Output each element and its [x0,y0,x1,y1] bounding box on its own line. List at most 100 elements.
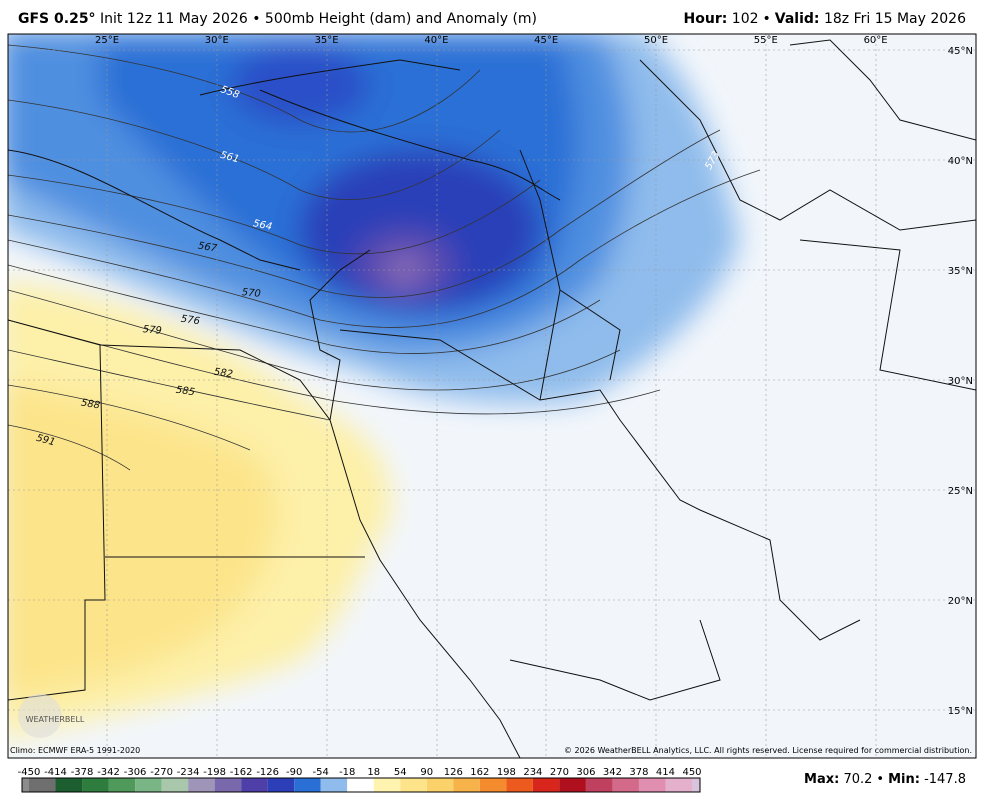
colorbar-swatch [532,778,560,792]
contour-label: 564 [252,218,273,233]
colorbar-swatch [214,778,242,792]
colorbar-label: 414 [656,767,675,778]
colorbar-swatch [400,778,427,792]
contour-label: 576 [180,314,200,328]
colorbar-label: 54 [394,767,407,778]
colorbar-swatch [188,778,215,792]
contour-label: 567 [197,240,218,254]
colorbar-swatch [373,778,401,792]
longitude-label: 35°E [315,35,339,46]
contour-label: 579 [142,324,162,337]
header-right: Hour: 102 • Valid: 18z Fri 15 May 2026 [684,11,966,27]
colorbar-swatch [479,778,507,792]
colorbar-swatch [29,778,56,792]
description: Init 12z 11 May 2026 • 500mb Height (dam… [100,11,538,27]
separator: • [876,772,885,787]
contour-label: 561 [219,150,240,166]
longitude-label: 30°E [205,35,229,46]
colorbar-swatch [638,778,666,792]
hour-label: Hour: [683,11,728,27]
colorbar-label: -162 [230,767,253,778]
valid-label: Valid: [774,11,820,27]
colorbar-swatch [665,778,692,792]
latitude-label: 40°N [948,156,973,167]
max-label: Max: [804,772,840,787]
colorbar-label: -126 [256,767,279,778]
logo: WEATHERBELL [26,715,85,724]
longitude-label: 45°E [534,35,558,46]
colorbar-label: 234 [523,767,542,778]
model: GFS 0.25° [18,11,96,27]
valid: 18z Fri 15 May 2026 [823,11,966,27]
map-panel [8,34,976,758]
colorbar-label: -234 [177,767,200,778]
longitude-label: 55°E [754,35,778,46]
colorbar-label: -306 [124,767,147,778]
longitude-label: 60°E [864,35,888,46]
latitude-label: 30°N [948,376,973,387]
colorbar-swatch [135,778,162,792]
colorbar-swatch [241,778,268,792]
longitude-label: 25°E [95,35,119,46]
header-left: GFS 0.25° Init 12z 11 May 2026 • 500mb H… [18,11,537,27]
contour-label: 570 [241,287,261,300]
colorbar-swatch [585,778,613,792]
min-label: Min: [888,772,920,787]
colorbar-swatch [82,778,109,792]
latitude-label: 25°N [948,486,973,497]
colorbar-swatch [55,778,83,792]
colorbar-swatch [267,778,295,792]
colorbar-swatch [612,778,639,792]
colorbar-label: -270 [150,767,173,778]
min: -147.8 [924,772,966,787]
colorbar-swatch [506,778,533,792]
colorbar-label: -198 [203,767,226,778]
colorbar-label: 90 [420,767,433,778]
colorbar-label: 270 [550,767,569,778]
colorbar-label: 126 [444,767,463,778]
colorbar-swatch [426,778,454,792]
climo-note: Climo: ECMWF ERA-5 1991-2020 [10,746,141,755]
colorbar-swatch [692,778,700,792]
contour-label: 582 [213,367,233,381]
colorbar-frame [21,777,701,793]
latitude-label: 45°N [948,46,973,57]
header: GFS 0.25° Init 12z 11 May 2026 • 500mb H… [0,0,984,34]
contour-label: 585 [175,385,195,399]
colorbar-swatch [320,778,348,792]
colorbar-label: -90 [286,767,302,778]
hour: 102 [731,11,759,27]
latitude-label: 35°N [948,266,973,277]
colorbar-label: 378 [629,767,648,778]
latitude-label: 20°N [948,596,973,607]
colorbar-swatch [559,778,586,792]
colorbar-label: -342 [97,767,120,778]
colorbar-label: -450 [18,767,41,778]
contour-label: 591 [35,433,56,449]
colorbar-label: 450 [682,767,701,778]
colorbar-swatch [347,778,374,792]
colorbar-swatch [453,778,480,792]
colorbar-label: 162 [470,767,489,778]
max: 70.2 [843,772,873,787]
colorbar-swatch [22,778,29,792]
colorbar-label: 18 [367,767,380,778]
stats: Max: 70.2 • Min: -147.8 [804,772,966,787]
colorbar-label: -378 [71,767,94,778]
colorbar-label: 342 [603,767,622,778]
colorbar-label: -18 [339,767,355,778]
contour-label: 588 [80,397,101,411]
longitude-label: 50°E [644,35,668,46]
longitude-label: 40°E [424,35,448,46]
separator: • [762,11,771,27]
colorbar-swatch [108,778,136,792]
colorbar-swatch [161,778,189,792]
colorbar-label: -414 [44,767,67,778]
colorbar-label: 198 [497,767,516,778]
colorbar-label: -54 [313,767,329,778]
copyright: © 2026 WeatherBELL Analytics, LLC. All r… [564,746,972,755]
colorbar-swatch [294,778,321,792]
latitude-label: 15°N [948,706,973,717]
